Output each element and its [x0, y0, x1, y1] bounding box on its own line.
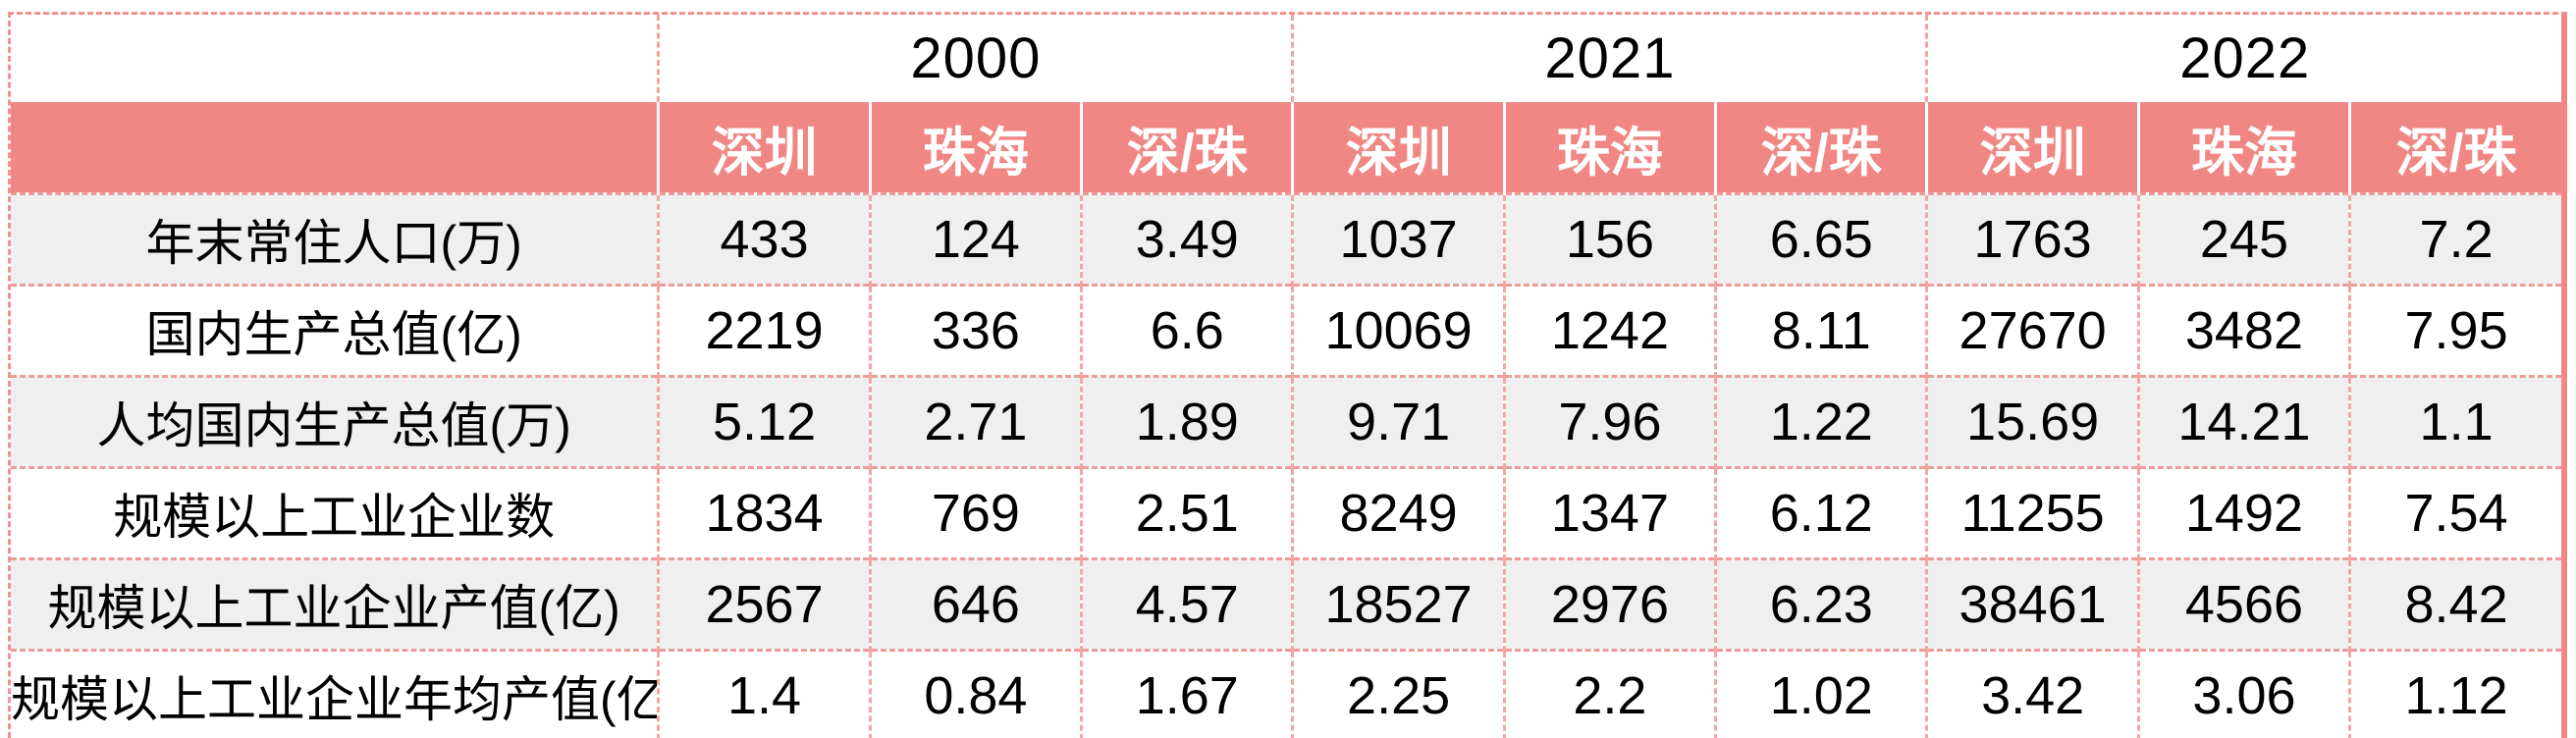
value-cell: 2976 — [1502, 557, 1716, 651]
table-row: 人均国内生产总值(万) 5.12 2.71 1.89 9.71 7.96 1.2… — [11, 375, 2561, 468]
row-label: 人均国内生产总值(万) — [11, 375, 659, 468]
value-cell: 1037 — [1291, 192, 1505, 286]
value-cell: 0.84 — [868, 649, 1082, 738]
year-header: 2021 — [1291, 15, 1927, 102]
value-cell: 2.2 — [1502, 649, 1716, 738]
column-header-shenzhen: 深圳 — [1291, 102, 1505, 194]
value-cell: 2.25 — [1291, 649, 1505, 738]
column-header-ratio: 深/珠 — [1714, 102, 1927, 194]
table-row: 规模以上工业企业产值(亿) 2567 646 4.57 18527 2976 6… — [11, 557, 2561, 651]
value-cell: 1834 — [657, 466, 871, 559]
value-cell: 11255 — [1925, 466, 2139, 559]
value-cell: 1.89 — [1080, 375, 1293, 468]
value-cell: 433 — [657, 192, 871, 286]
value-cell: 1.1 — [2348, 375, 2561, 468]
column-header-zhuhai: 珠海 — [1502, 102, 1716, 194]
row-label: 规模以上工业企业数 — [11, 466, 659, 559]
value-cell: 8249 — [1291, 466, 1505, 559]
value-cell: 3.49 — [1080, 192, 1293, 286]
value-cell: 7.96 — [1502, 375, 1716, 468]
value-cell: 1347 — [1502, 466, 1716, 559]
column-header-row: 深圳 珠海 深/珠 深圳 珠海 深/珠 深圳 珠海 深/珠 — [11, 102, 2561, 194]
value-cell: 18527 — [1291, 557, 1505, 651]
value-cell: 156 — [1502, 192, 1716, 286]
row-label: 规模以上工业企业产值(亿) — [11, 557, 659, 651]
value-cell: 6.65 — [1714, 192, 1927, 286]
row-label: 国内生产总值(亿) — [11, 284, 659, 377]
value-cell: 14.21 — [2136, 375, 2350, 468]
value-cell: 4.57 — [1080, 557, 1293, 651]
value-cell: 8.42 — [2348, 557, 2561, 651]
value-cell: 7.54 — [2348, 466, 2561, 559]
table-row: 国内生产总值(亿) 2219 336 6.6 10069 1242 8.11 2… — [11, 284, 2561, 377]
row-label: 规模以上工业企业年均产值(亿) — [11, 649, 659, 738]
value-cell: 6.23 — [1714, 557, 1927, 651]
year-header: 2022 — [1925, 15, 2561, 102]
value-cell: 8.11 — [1714, 284, 1927, 377]
value-cell: 1.4 — [657, 649, 871, 738]
value-cell: 124 — [868, 192, 1082, 286]
value-cell: 646 — [868, 557, 1082, 651]
value-cell: 245 — [2136, 192, 2350, 286]
table-row: 规模以上工业企业年均产值(亿) 1.4 0.84 1.67 2.25 2.2 1… — [11, 649, 2561, 738]
value-cell: 769 — [868, 466, 1082, 559]
value-cell: 15.69 — [1925, 375, 2139, 468]
table-row: 年末常住人口(万) 433 124 3.49 1037 156 6.65 176… — [11, 192, 2561, 286]
value-cell: 2.51 — [1080, 466, 1293, 559]
year-header-row: 2000 2021 2022 — [11, 15, 2561, 102]
comparison-table: 2000 2021 2022 深圳 珠海 深/珠 深圳 珠海 深/珠 深圳 珠海… — [11, 15, 2561, 738]
value-cell: 2567 — [657, 557, 871, 651]
value-cell: 2219 — [657, 284, 871, 377]
value-cell: 5.12 — [657, 375, 871, 468]
corner-cell — [11, 15, 659, 102]
value-cell: 3482 — [2136, 284, 2350, 377]
value-cell: 4566 — [2136, 557, 2350, 651]
value-cell: 1.22 — [1714, 375, 1927, 468]
value-cell: 1763 — [1925, 192, 2139, 286]
table-row: 规模以上工业企业数 1834 769 2.51 8249 1347 6.12 1… — [11, 466, 2561, 559]
value-cell: 3.06 — [2136, 649, 2350, 738]
column-header-ratio: 深/珠 — [1080, 102, 1293, 194]
value-cell: 9.71 — [1291, 375, 1505, 468]
value-cell: 6.12 — [1714, 466, 1927, 559]
column-header-shenzhen: 深圳 — [1925, 102, 2139, 194]
value-cell: 336 — [868, 284, 1082, 377]
value-cell: 27670 — [1925, 284, 2139, 377]
comparison-table-frame: 2000 2021 2022 深圳 珠海 深/珠 深圳 珠海 深/珠 深圳 珠海… — [8, 12, 2567, 738]
column-header-zhuhai: 珠海 — [868, 102, 1082, 194]
value-cell: 1.02 — [1714, 649, 1927, 738]
value-cell: 1.12 — [2348, 649, 2561, 738]
value-cell: 1492 — [2136, 466, 2350, 559]
corner-cell — [11, 102, 659, 194]
value-cell: 1242 — [1502, 284, 1716, 377]
column-header-shenzhen: 深圳 — [657, 102, 871, 194]
column-header-ratio: 深/珠 — [2348, 102, 2561, 194]
year-header: 2000 — [657, 15, 1293, 102]
value-cell: 10069 — [1291, 284, 1505, 377]
value-cell: 7.95 — [2348, 284, 2561, 377]
value-cell: 1.67 — [1080, 649, 1293, 738]
value-cell: 6.6 — [1080, 284, 1293, 377]
value-cell: 38461 — [1925, 557, 2139, 651]
value-cell: 2.71 — [868, 375, 1082, 468]
row-label: 年末常住人口(万) — [11, 192, 659, 286]
column-header-zhuhai: 珠海 — [2136, 102, 2350, 194]
value-cell: 3.42 — [1925, 649, 2139, 738]
value-cell: 7.2 — [2348, 192, 2561, 286]
